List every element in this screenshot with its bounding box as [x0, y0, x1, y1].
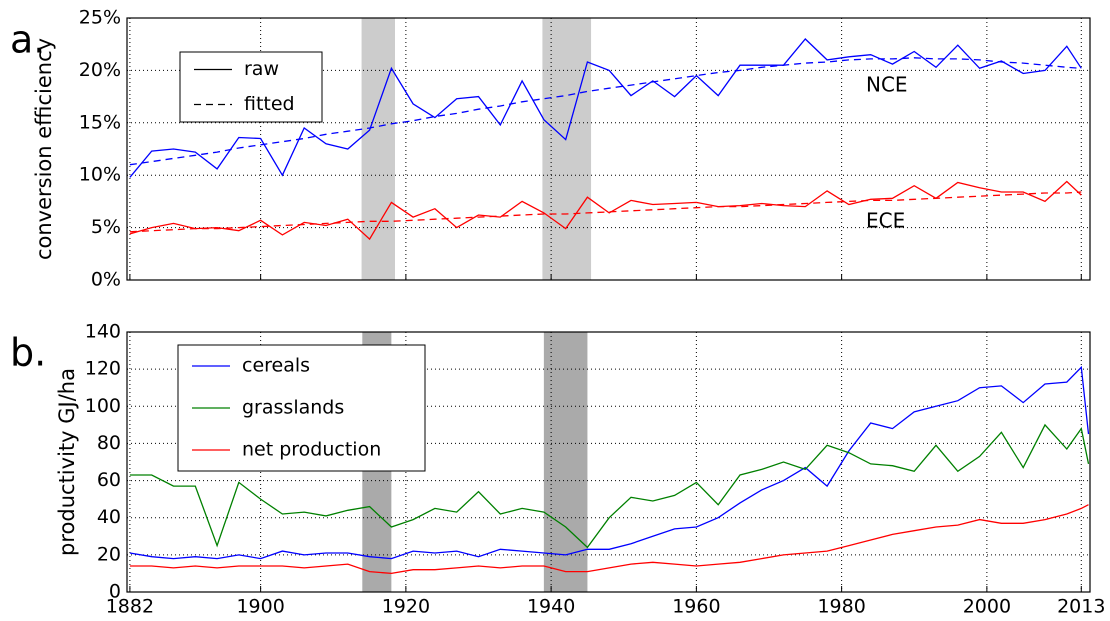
- y-axis-label: productivity GJ/ha: [55, 368, 79, 556]
- y-tick-label: 60: [97, 469, 121, 491]
- legend-label: raw: [244, 58, 279, 80]
- series-line: [129, 180, 1082, 241]
- y-tick-label: 80: [97, 432, 121, 454]
- x-tick-label: 1940: [527, 596, 575, 618]
- y-tick-label: 120: [85, 358, 121, 380]
- series-line: [129, 365, 1090, 560]
- x-tick-label: 1882: [106, 596, 154, 618]
- series-annotation: NCE: [866, 73, 908, 97]
- y-tick-label: 0: [109, 581, 121, 603]
- shaded-period: [361, 18, 395, 280]
- legend-label: net production: [242, 439, 381, 461]
- x-tick-label: 1980: [817, 596, 865, 618]
- series-annotation: ECE: [866, 209, 905, 233]
- series-line: [129, 38, 1082, 178]
- y-tick-label: 100: [85, 395, 121, 417]
- y-tick-label: 10%: [79, 164, 121, 186]
- y-tick-label: 5%: [91, 216, 121, 238]
- x-tick-label: 1900: [236, 596, 284, 618]
- x-tick-label: 2000: [963, 596, 1011, 618]
- y-tick-label: 20: [97, 543, 121, 565]
- legend-label: grasslands: [242, 397, 344, 419]
- shaded-period: [542, 18, 592, 280]
- fitted-line: [129, 57, 1082, 166]
- x-tick-label: 1960: [672, 596, 720, 618]
- legend-label: fitted: [244, 93, 295, 115]
- legend: raw fitted: [179, 51, 323, 123]
- fitted-line: [129, 191, 1082, 233]
- y-tick-label: 0%: [91, 269, 121, 291]
- y-tick-label: 20%: [79, 59, 121, 81]
- series-line: [129, 423, 1090, 549]
- y-tick-label: 140: [85, 321, 121, 343]
- panel-label: a.: [10, 18, 45, 62]
- x-tick-label: 1920: [382, 596, 430, 618]
- legend-label: cereals: [242, 355, 310, 377]
- legend: cereals grasslands net production: [177, 344, 426, 472]
- y-axis-label: conversion efficiency: [32, 38, 56, 260]
- series-line: [129, 504, 1089, 575]
- panel-label: b.: [10, 331, 46, 375]
- y-tick-label: 40: [97, 506, 121, 528]
- plot-frame: [126, 17, 1091, 281]
- x-tick-label: 2013: [1057, 596, 1105, 618]
- plot-frame: [126, 331, 1091, 593]
- y-tick-label: 25%: [79, 7, 121, 29]
- legend-box: [179, 51, 323, 123]
- y-tick-label: 15%: [79, 111, 121, 133]
